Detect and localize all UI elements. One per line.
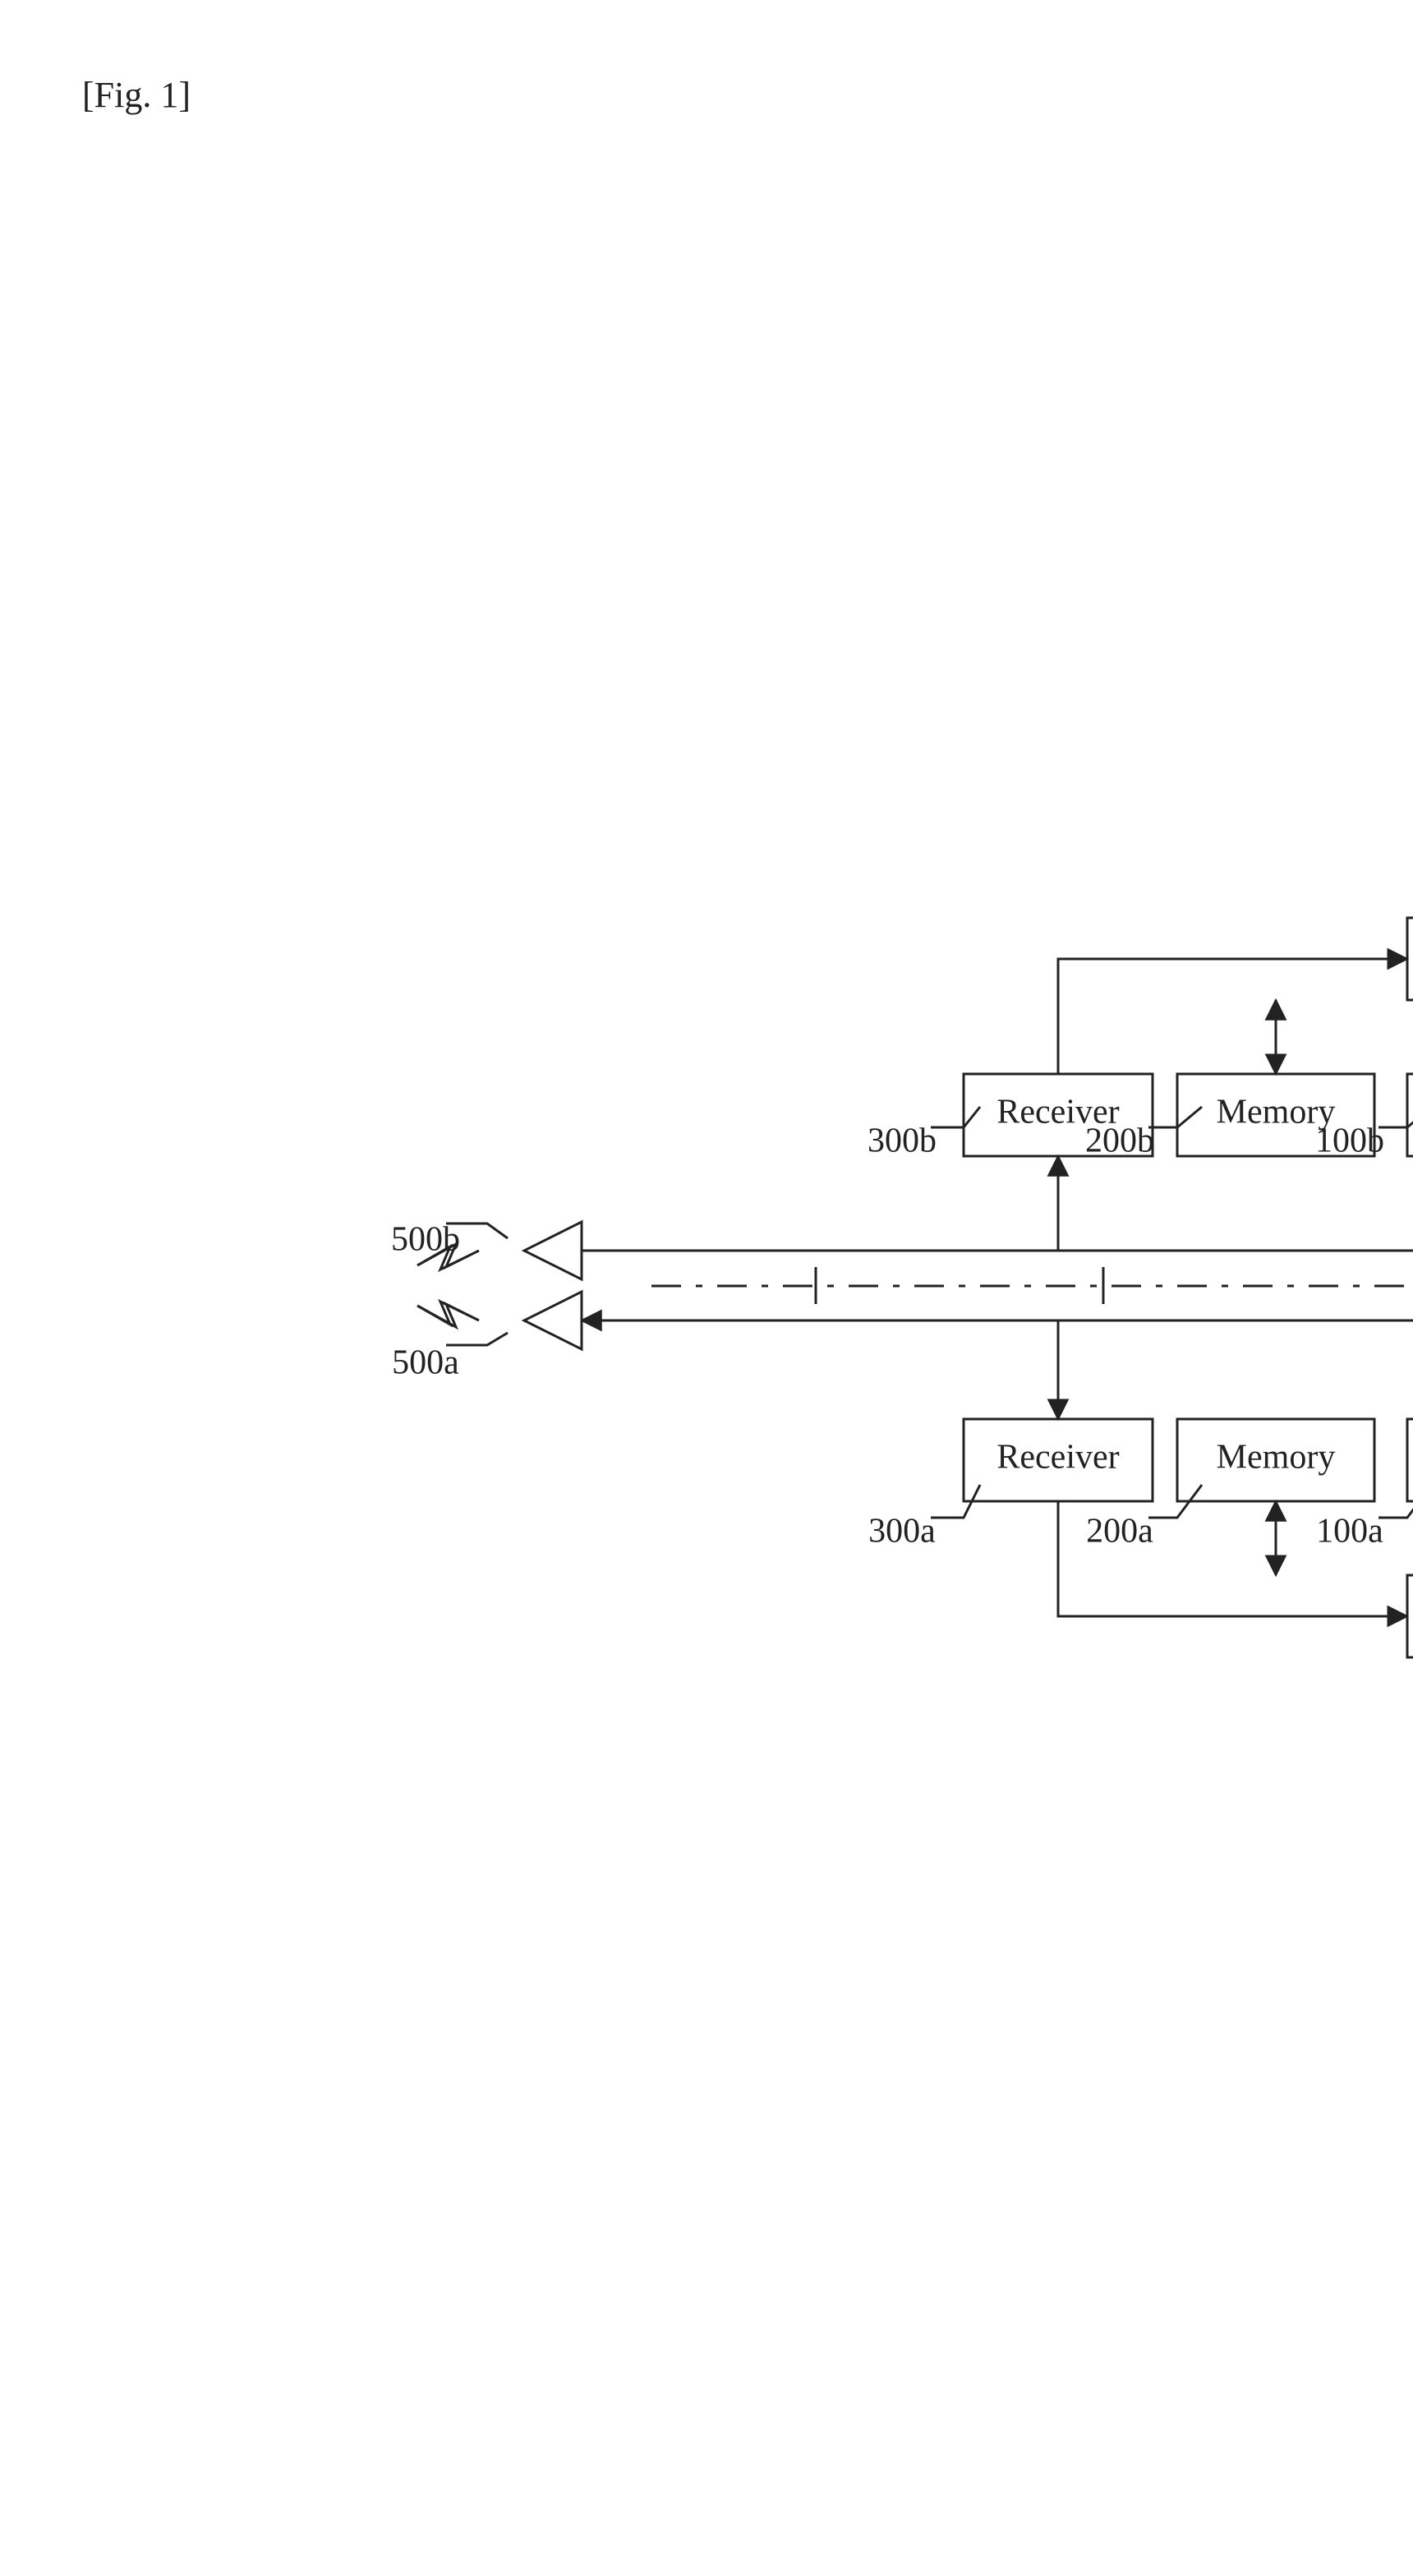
ref-r300a: 300a [868,1513,936,1551]
ref-r300b: 300b [868,1122,937,1160]
ref-r500b: 500b [391,1221,460,1259]
diagram-canvas: ProcessorTransmitterMemoryReceiverProces… [0,0,1413,2576]
ref-r100a: 100a [1316,1513,1383,1551]
ue_mem-label: Memory [1217,1439,1336,1477]
ue-tx-to-antenna [582,1320,1413,1419]
ue_proc-box [1407,1575,1413,1657]
ref-r100b: 100b [1315,1122,1384,1160]
bs-rx-to-proc [1058,959,1407,1074]
ref-r200a: 200a [1086,1513,1153,1551]
bs_proc-box [1407,918,1413,1000]
ue_tx-box [1407,1419,1413,1501]
ref-r200b: 200b [1085,1122,1154,1160]
bs_tx-box [1407,1074,1413,1156]
ue_rx-label: Receiver [996,1439,1119,1477]
ue-antenna-icon [524,1292,582,1349]
ref-r500a: 500a [392,1344,459,1382]
bs-tx-to-antenna [582,1156,1413,1251]
bs-antenna-icon [524,1222,582,1279]
rf-bolt-icon [417,1302,479,1327]
